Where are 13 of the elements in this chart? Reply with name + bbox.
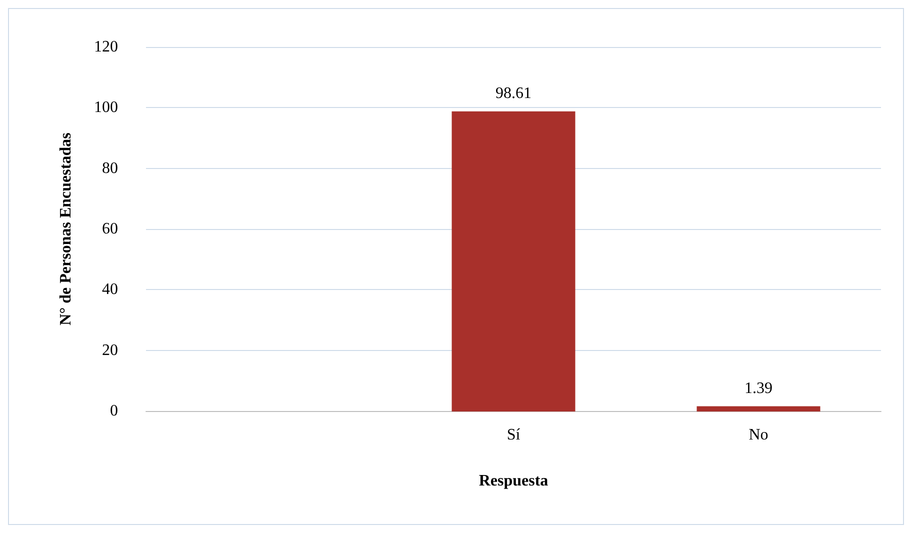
y-tick-label: 80 bbox=[102, 160, 118, 177]
y-tick-label: 60 bbox=[102, 220, 118, 238]
y-tick-label: 100 bbox=[94, 99, 118, 116]
y-tick-label: 40 bbox=[102, 281, 118, 298]
y-tick-label: 20 bbox=[102, 342, 118, 359]
x-tick-label: Sí bbox=[506, 426, 521, 444]
data-label: 1.39 bbox=[744, 380, 772, 397]
y-tick-label: 120 bbox=[94, 38, 118, 56]
x-tick-label: No bbox=[748, 426, 768, 444]
data-label: 98.61 bbox=[496, 84, 532, 102]
x-axis-title: Respuesta bbox=[478, 472, 548, 490]
y-tick-label: 0 bbox=[110, 402, 118, 420]
y-axis-title: N° de Personas Encuestadas bbox=[58, 132, 74, 326]
